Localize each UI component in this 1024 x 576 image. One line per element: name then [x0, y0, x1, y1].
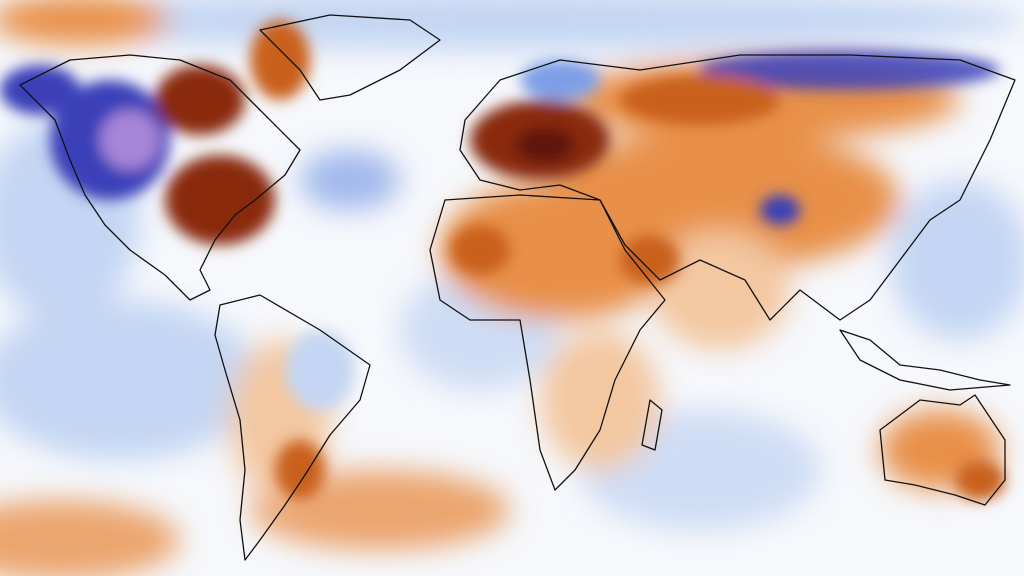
coastlines	[19, 14, 1016, 561]
hot-anomaly-canada	[155, 65, 245, 135]
coast-north-america	[19, 54, 301, 301]
warm-anomaly-alaska-top	[0, 0, 170, 45]
warm-anomaly-russia	[620, 75, 780, 125]
coast-south-america	[214, 294, 371, 561]
coast-madagascar	[641, 399, 663, 451]
warm-anomaly-arabia	[620, 235, 680, 285]
coast-africa	[429, 194, 666, 491]
cold-anomaly-brazil	[285, 330, 355, 410]
warm-anomaly-south-pacific	[0, 500, 180, 576]
warm-anomaly-sahara	[450, 225, 510, 275]
cold-anomaly-north-atlantic	[300, 150, 400, 210]
hot-anomaly-central-europe	[515, 127, 575, 163]
cold-anomaly-west-pacific	[890, 180, 1024, 340]
coast-greenland	[259, 14, 441, 101]
coast-europe-asia	[459, 54, 1016, 321]
cold-anomaly-scandinavia	[520, 60, 600, 100]
cold-anomaly-north-siberia	[700, 50, 1000, 90]
coast-southeast-asia	[839, 329, 1011, 391]
warm-anomaly-southeast-australia	[955, 460, 1005, 500]
hot-anomaly-eastern-us	[165, 155, 275, 245]
warm-anomaly-india	[650, 230, 790, 350]
cold-anomaly-alaska	[0, 65, 80, 115]
cold-anomaly-tibet	[760, 195, 800, 225]
cold-anomaly-south-pacific	[0, 300, 260, 460]
coast-australia	[879, 394, 1006, 506]
cold-anomaly-core	[100, 110, 160, 170]
warm-anomaly-southern-africa	[540, 330, 660, 470]
warm-anomaly-asia	[540, 130, 900, 270]
warm-anomaly-argentina	[275, 440, 325, 500]
warm-anomaly-baffin	[250, 20, 310, 100]
anomaly-field-detail	[0, 20, 1005, 500]
